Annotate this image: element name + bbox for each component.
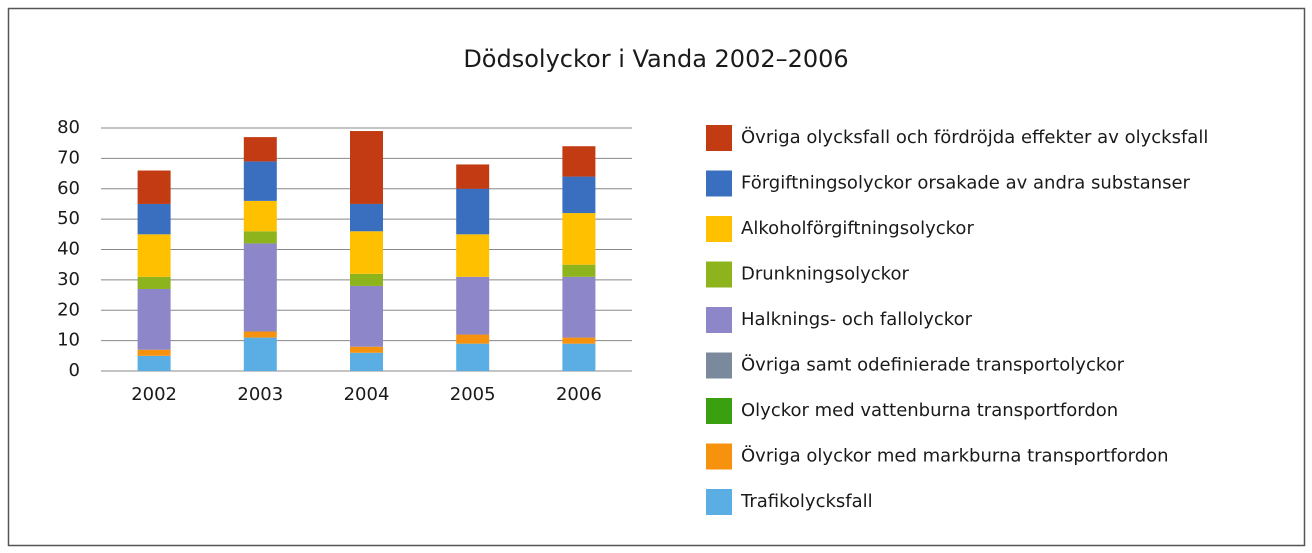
bar-segment bbox=[137, 355, 171, 371]
x-tick-label: 2003 bbox=[237, 384, 283, 405]
bar-segment bbox=[137, 170, 171, 204]
bar-segment bbox=[137, 288, 171, 350]
y-tick-label: 10 bbox=[57, 330, 80, 351]
bar-segment bbox=[243, 243, 277, 332]
y-tick-label: 20 bbox=[57, 299, 80, 320]
bar-segment bbox=[243, 137, 277, 162]
y-tick-label: 50 bbox=[57, 208, 80, 229]
bar-segment bbox=[137, 203, 171, 235]
legend-label: Förgiftningsolyckor orsakade av andra su… bbox=[741, 173, 1191, 194]
x-tick-label: 2004 bbox=[344, 384, 390, 405]
y-tick-label: 60 bbox=[57, 178, 80, 199]
legend-label: Drunkningsolyckor bbox=[741, 264, 909, 285]
legend-label: Övriga olycksfall och fördröjda effekter… bbox=[741, 126, 1208, 148]
chart-title: Dödsolyckor i Vanda 2002–2006 bbox=[463, 45, 848, 73]
bar-segment bbox=[350, 352, 383, 371]
bar-segment bbox=[456, 276, 490, 335]
legend-label: Trafikolycksfall bbox=[740, 491, 873, 512]
legend-swatch bbox=[706, 216, 732, 242]
bar-segment bbox=[562, 264, 596, 277]
bar-segment bbox=[562, 213, 596, 265]
legend-label: Olyckor med vattenburna transportfordon bbox=[741, 400, 1118, 421]
legend-swatch bbox=[706, 261, 732, 288]
legend-label: Övriga samt odefinierade transportolycko… bbox=[741, 354, 1125, 376]
bar-segment bbox=[137, 234, 171, 277]
bar-segment bbox=[350, 285, 383, 347]
bar-segment bbox=[562, 337, 596, 344]
y-tick-label: 0 bbox=[69, 360, 80, 381]
x-tick-label: 2005 bbox=[450, 384, 496, 405]
legend-swatch bbox=[706, 443, 732, 470]
x-tick-label: 2006 bbox=[556, 384, 602, 405]
bar-segment bbox=[456, 343, 490, 371]
bar-segment bbox=[350, 131, 383, 204]
x-tick-label: 2002 bbox=[131, 384, 177, 405]
bar-segment bbox=[562, 276, 596, 338]
bar-segment bbox=[137, 276, 171, 289]
legend-swatch bbox=[706, 352, 732, 379]
bar-segment bbox=[562, 176, 596, 214]
y-tick-label: 70 bbox=[57, 147, 80, 168]
legend-label: Övriga olyckor med markburna transportfo… bbox=[741, 445, 1169, 467]
y-tick-label: 80 bbox=[57, 117, 80, 138]
bar-segment bbox=[137, 349, 171, 356]
legend-swatch bbox=[706, 489, 732, 515]
bar-segment bbox=[243, 200, 277, 232]
bar-segment bbox=[350, 273, 383, 286]
bar-segment bbox=[562, 343, 596, 371]
legend-swatch bbox=[706, 398, 732, 424]
bar-segment bbox=[456, 164, 490, 189]
bar-segment bbox=[350, 231, 383, 274]
y-tick-label: 40 bbox=[57, 239, 80, 260]
bar-segment bbox=[350, 346, 383, 353]
bar-segment bbox=[456, 234, 490, 277]
legend-swatch bbox=[706, 170, 732, 197]
bar-segment bbox=[243, 161, 277, 201]
bar-segment bbox=[243, 331, 277, 338]
legend-swatch bbox=[706, 125, 732, 151]
bar-segment bbox=[350, 203, 383, 232]
legend-swatch bbox=[706, 307, 732, 333]
bar-segment bbox=[562, 146, 596, 177]
legend-label: Halknings- och fallolyckor bbox=[741, 309, 973, 330]
legend-label: Alkoholförgiftningsolyckor bbox=[741, 218, 974, 239]
frame bbox=[7, 7, 1306, 547]
bar-segment bbox=[243, 337, 277, 371]
bar-segment bbox=[243, 231, 277, 244]
y-tick-label: 30 bbox=[57, 269, 80, 290]
bar-segment bbox=[456, 334, 490, 344]
bar-segment bbox=[456, 188, 490, 235]
